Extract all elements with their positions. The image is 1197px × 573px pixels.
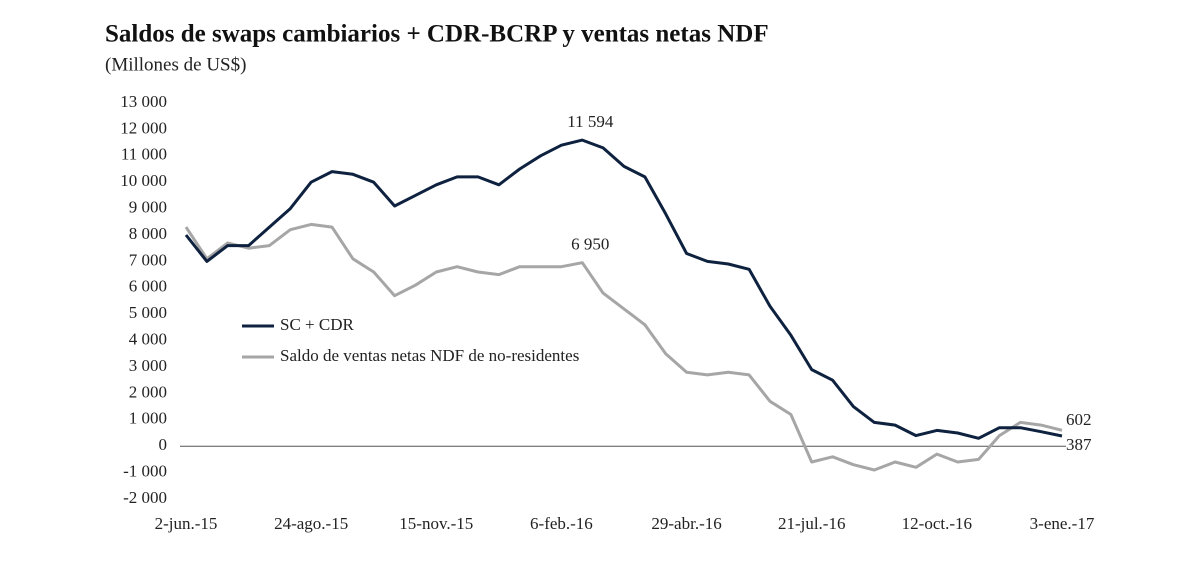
data-label: 11 594: [567, 112, 614, 131]
y-tick-label: 4 000: [129, 330, 167, 349]
y-tick-label: 6 000: [129, 277, 167, 296]
x-tick-label: 21-jul.-16: [778, 514, 846, 533]
y-tick-label: 1 000: [129, 409, 167, 428]
y-tick-label: 5 000: [129, 303, 167, 322]
x-tick-label: 29-abr.-16: [651, 514, 721, 533]
series-line: [184, 138, 1063, 440]
y-tick-label: -2 000: [123, 488, 167, 507]
x-tick-label: 6-feb.-16: [530, 514, 593, 533]
chart-subtitle: (Millones de US$): [105, 54, 246, 75]
y-tick-label: 10 000: [120, 171, 167, 190]
y-tick-label: 9 000: [129, 198, 167, 217]
x-tick-label: 3-ene.-17: [1030, 514, 1095, 533]
y-tick-label: 2 000: [129, 382, 167, 401]
data-label: 387: [1066, 435, 1092, 454]
y-tick-label: 7 000: [129, 250, 167, 269]
chart-title: Saldos de swaps cambiarios + CDR-BCRP y …: [105, 21, 769, 48]
series-line: [184, 222, 1063, 472]
y-tick-label: -1 000: [123, 462, 167, 481]
x-tick-label: 15-nov.-15: [399, 514, 473, 533]
y-tick-label: 12 000: [120, 118, 167, 137]
y-tick-label: 11 000: [121, 145, 167, 164]
x-tick-label: 24-ago.-15: [274, 514, 348, 533]
y-tick-label: 13 000: [120, 92, 167, 111]
x-tick-label: 12-oct.-16: [902, 514, 972, 533]
data-label: 6 950: [571, 235, 609, 254]
data-label: 602: [1066, 410, 1092, 429]
legend-label: SC + CDR: [280, 315, 354, 334]
legend-label: Saldo de ventas netas NDF de no-resident…: [280, 346, 579, 365]
y-tick-label: 8 000: [129, 224, 167, 243]
y-tick-label: 0: [159, 435, 168, 454]
y-tick-label: 3 000: [129, 356, 167, 375]
x-tick-label: 2-jun.-15: [155, 514, 218, 533]
